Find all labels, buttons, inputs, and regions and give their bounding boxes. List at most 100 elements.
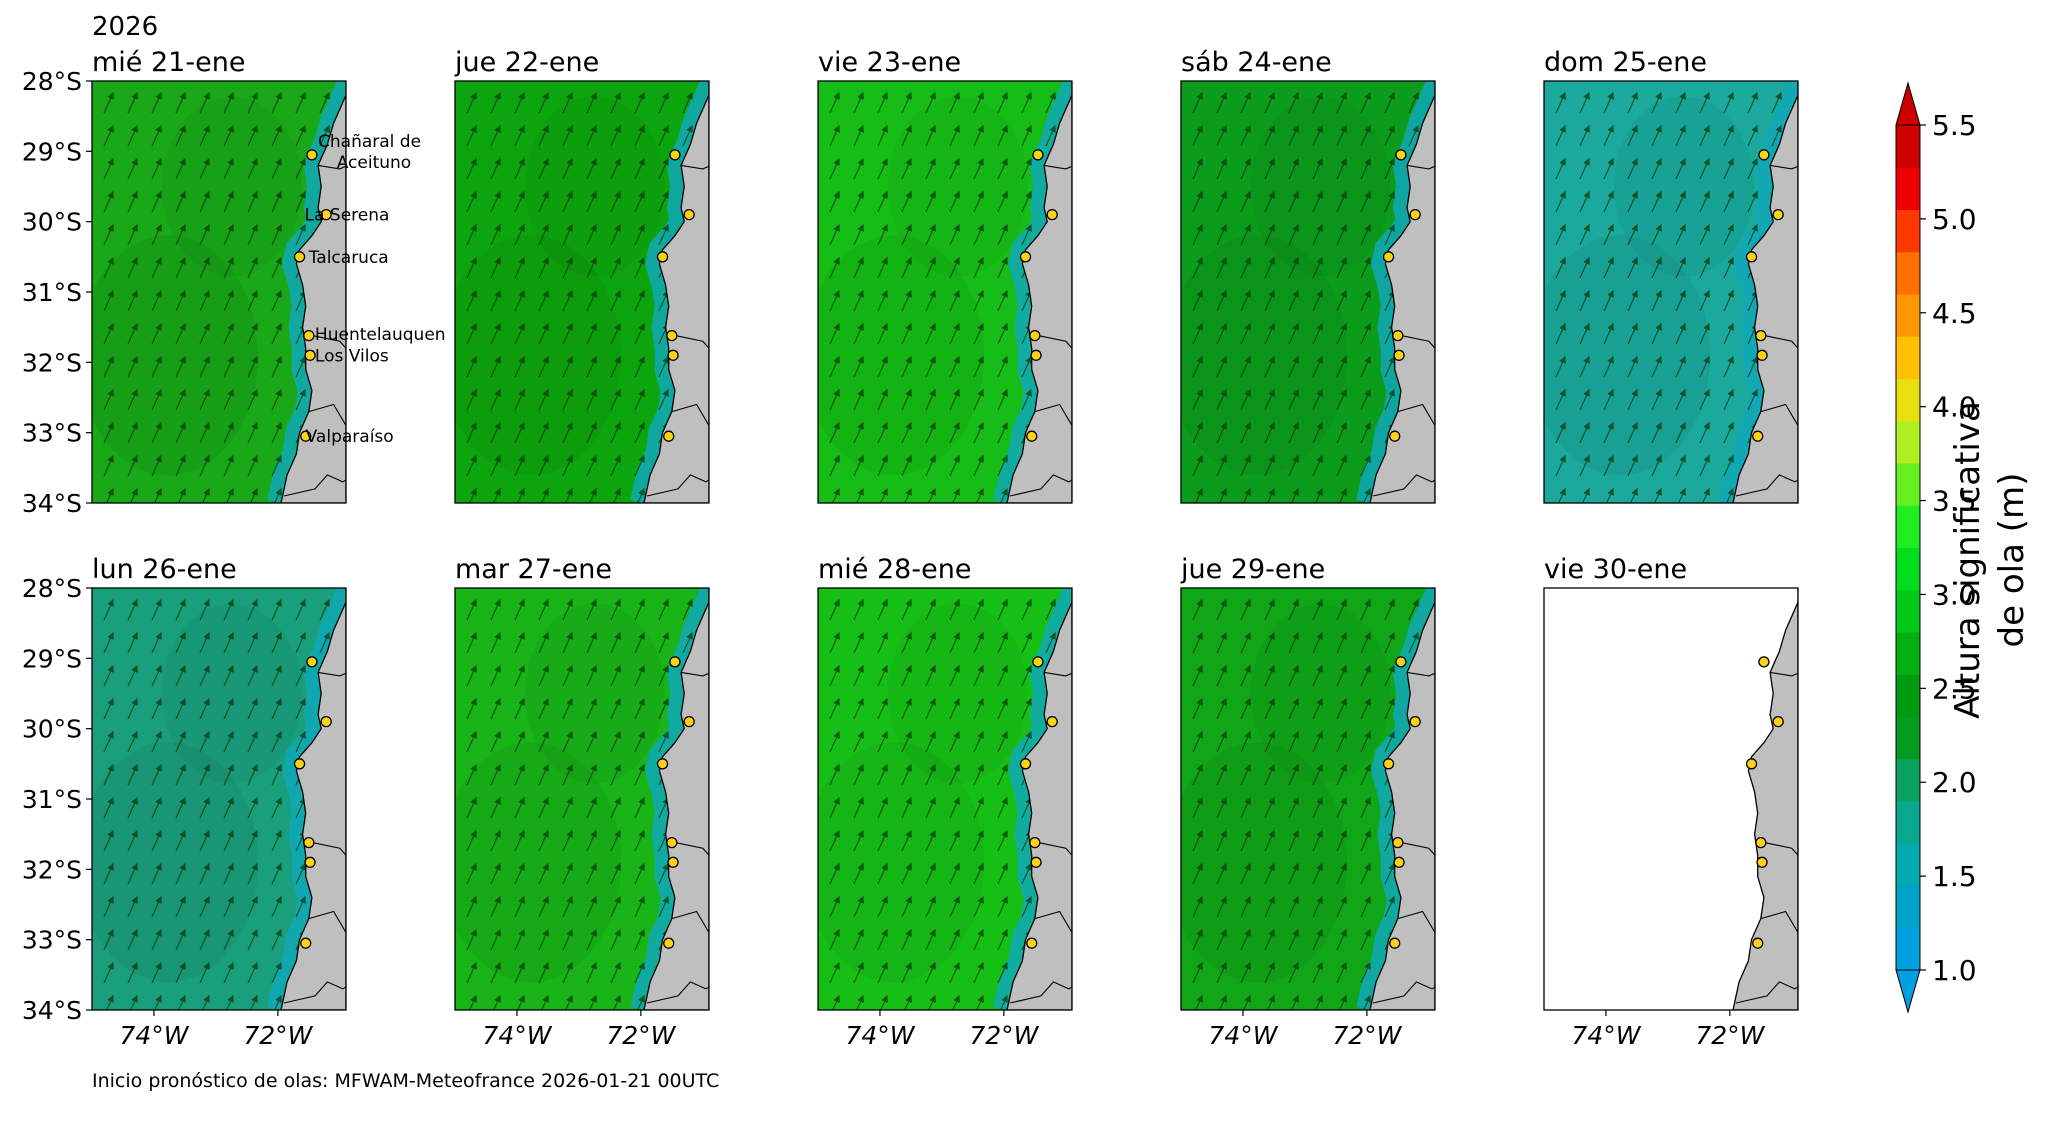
place-marker [1392, 329, 1404, 342]
place-marker [1393, 349, 1405, 361]
place-marker [304, 349, 316, 361]
land [1732, 81, 1798, 503]
region-border [1757, 840, 1798, 857]
lat-tick-label: 31°S [22, 278, 82, 307]
place-label: Aceituno [337, 153, 411, 173]
colorbar-segment [1896, 843, 1920, 886]
place-marker [1756, 349, 1768, 361]
map-panel: lun 26-ene 28°S 29°S 30°S 31°S 32°S 33°S 34°S 74… [22, 554, 347, 1050]
panel-frame [1180, 80, 1436, 504]
place-marker [1032, 656, 1044, 668]
place-marker [656, 251, 669, 263]
place-marker [1772, 208, 1784, 221]
place-marker [293, 758, 306, 770]
map-panel: vie 23-ene [817, 47, 1073, 504]
region-border [1034, 910, 1072, 934]
region-border [671, 910, 709, 934]
colorbar: 1.0 1.5 2.0 2.5 3.0 3.5 4.0 4.5 5.0 5.5 [1895, 81, 1977, 1014]
wave-direction-arrows [103, 598, 330, 1010]
map-panel: mar 27-ene 74°W 72°W [454, 554, 710, 1050]
lon-tick-label: 74°W [1208, 1021, 1278, 1050]
lat-tick-label: 33°S [22, 419, 82, 448]
colorbar-max-extension [1895, 81, 1921, 126]
lat-tick-label: 34°S [22, 489, 82, 518]
place-marker [1395, 149, 1407, 161]
region-border [1044, 671, 1072, 677]
map-panel: mié 28-ene 74°W 72°W [817, 554, 1073, 1050]
colorbar-segment [1896, 167, 1920, 210]
region-border [305, 333, 346, 350]
colorbar-segment [1896, 758, 1920, 802]
place-label: Los Vilos [315, 346, 389, 366]
place-marker [1393, 856, 1405, 868]
region-border [1372, 981, 1435, 1004]
panel-title: vie 30-ene [1544, 554, 1687, 585]
colorbar-tick-label: 3.5 [1932, 485, 1977, 518]
colorbar-segment [1896, 589, 1920, 633]
region-border [1031, 840, 1072, 857]
place-marker [300, 430, 312, 442]
panel-title: mié 21-ene [92, 47, 245, 78]
place-marker [1745, 758, 1758, 770]
place-marker [1755, 836, 1767, 849]
place-marker [1026, 937, 1038, 949]
region-border [646, 474, 709, 497]
colorbar-title-line1: Altura significativa [1948, 401, 1988, 719]
map-panel: vie 30-ene 74°W 72°W [1543, 554, 1799, 1050]
region-border [1757, 333, 1798, 350]
colorbar-segment [1896, 209, 1920, 253]
place-marker [320, 715, 332, 728]
place-label: Valparaíso [306, 427, 394, 447]
place-marker [1046, 208, 1058, 221]
place-marker [666, 329, 678, 342]
wave-direction-arrows [1192, 598, 1419, 1010]
region-border [1760, 403, 1798, 427]
panel-title: mié 28-ene [818, 554, 971, 585]
colorbar-title: Altura significativa de ola (m) [1946, 401, 2034, 719]
lat-tick-label: 33°S [22, 926, 82, 955]
place-marker [1392, 836, 1404, 849]
land [1369, 588, 1435, 1010]
region-border [1031, 333, 1072, 350]
panel-title: vie 23-ene [818, 47, 961, 78]
place-marker [1752, 937, 1764, 949]
lat-tick-label: 30°S [22, 715, 82, 744]
region-border [1770, 164, 1798, 170]
colorbar-tick-label: 4.0 [1932, 391, 1977, 424]
region-border [671, 403, 709, 427]
panel-frame [1180, 587, 1436, 1011]
place-marker [669, 149, 681, 161]
place-label: Chañaral de [318, 132, 421, 152]
place-marker [1752, 430, 1764, 442]
lat-tick-label: 30°S [22, 208, 82, 237]
colorbar-segment [1896, 125, 1920, 168]
region-border [318, 671, 346, 677]
lon-tick-label: 72°W [606, 1021, 676, 1050]
place-marker [303, 329, 315, 342]
colorbar-segment [1896, 632, 1920, 675]
colorbar-tick-label: 1.0 [1932, 954, 1977, 987]
map-panel: sáb 24-ene [1180, 47, 1436, 504]
figure-year: 2026 [92, 12, 159, 42]
region-border [1760, 910, 1798, 934]
place-marker [1758, 656, 1770, 668]
region-border [305, 840, 346, 857]
colorbar-segment [1896, 547, 1920, 591]
region-border [668, 840, 709, 857]
region-border [1372, 474, 1435, 497]
region-border [681, 671, 709, 677]
region-border [668, 333, 709, 350]
place-marker [1389, 937, 1401, 949]
colorbar-tick-label: 4.5 [1932, 297, 1977, 330]
place-marker [663, 937, 675, 949]
land [643, 81, 709, 503]
region-border [1735, 981, 1798, 1004]
map-panel: jue 29-ene 74°W 72°W [1180, 554, 1436, 1050]
colorbar-segment [1896, 294, 1920, 337]
place-marker [1382, 251, 1395, 263]
lat-tick-label: 29°S [22, 137, 82, 166]
lon-tick-label: 74°W [1571, 1021, 1641, 1050]
panel-title: jue 29-ene [1180, 554, 1325, 585]
colorbar-segment [1896, 505, 1920, 548]
